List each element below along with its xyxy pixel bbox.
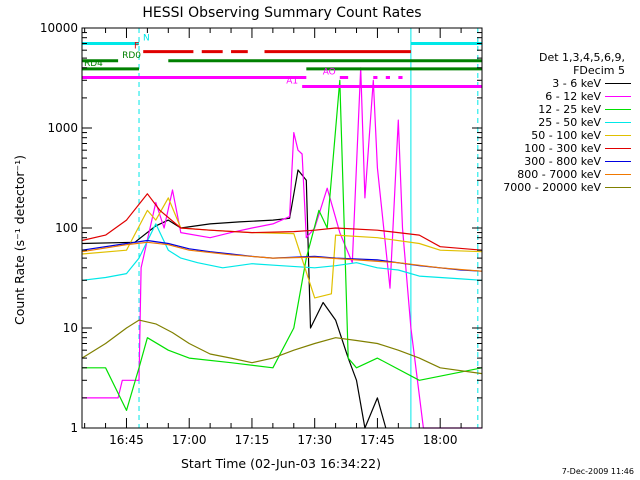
series-line-4 xyxy=(81,197,483,299)
flag-label-5: A1 xyxy=(286,77,298,87)
legend-entry-8: 7000 - 20000 keV xyxy=(497,181,637,194)
x-tick-label-5: 18:00 xyxy=(423,433,458,447)
legend-swatch xyxy=(605,187,631,188)
legend-entry-label: 6 - 12 keV xyxy=(545,90,601,103)
legend-entry-label: 25 - 50 keV xyxy=(538,116,601,129)
legend-swatch xyxy=(605,122,631,123)
legend-entry-label: 12 - 25 keV xyxy=(538,103,601,116)
series-line-7 xyxy=(81,241,483,272)
legend-title-line-1: Det 1,3,4,5,6,9, xyxy=(538,51,625,64)
flag-label-1: F xyxy=(134,42,139,52)
series-line-0 xyxy=(81,169,387,429)
flag-label-2: RD0 xyxy=(122,51,141,61)
series-line-3 xyxy=(81,223,483,281)
series-line-1 xyxy=(82,67,482,429)
legend-entry-6: 300 - 800 keV xyxy=(497,155,637,168)
x-tick-label-3: 17:30 xyxy=(297,433,332,447)
series-line-5 xyxy=(81,193,483,251)
series-layer xyxy=(81,67,483,429)
y-tick-label-4: 10000 xyxy=(40,21,78,35)
legend-swatch xyxy=(605,161,631,162)
legend-swatch xyxy=(605,109,631,110)
y-tick-label-0: 1 xyxy=(70,421,78,435)
x-tick-label-0: 16:45 xyxy=(109,433,144,447)
x-tick-label-4: 17:45 xyxy=(360,433,395,447)
legend-entry-7: 800 - 7000 keV xyxy=(497,168,637,181)
x-tick-label-2: 17:15 xyxy=(235,433,270,447)
legend-entry-label: 7000 - 20000 keV xyxy=(503,181,601,194)
series-line-6 xyxy=(81,239,483,272)
chart-title: HESSI Observing Summary Count Rates xyxy=(142,5,421,21)
legend-swatch xyxy=(605,148,631,149)
legend-entry-1: 6 - 12 keV xyxy=(497,90,637,103)
legend-swatch xyxy=(605,135,631,136)
legend-entry-2: 12 - 25 keV xyxy=(497,103,637,116)
y-tick-label-3: 1000 xyxy=(47,121,78,135)
y-axis-label: Count Rate (s⁻¹ detector⁻¹) xyxy=(12,155,27,325)
axes-layer: 1 10 100 1000 10000 16:45 17:00 17:15 17:30 17:45… xyxy=(40,21,483,447)
y-tick-label-2: 100 xyxy=(55,221,78,235)
flag-label-0: N xyxy=(143,33,150,43)
legend: Det 1,3,4,5,6,9, FDecim 5 3 - 6 keV 6 - 1… xyxy=(497,51,637,194)
flag-label-4: AO xyxy=(323,67,336,77)
flag-label-3: RD4 xyxy=(84,59,103,69)
x-tick-label-1: 17:00 xyxy=(172,433,207,447)
legend-entry-label: 300 - 800 keV xyxy=(524,155,601,168)
legend-entry-label: 50 - 100 keV xyxy=(531,129,601,142)
x-axis-label: Start Time (02-Jun-03 16:34:22) xyxy=(181,456,381,471)
series-line-8 xyxy=(81,319,483,375)
timestamp: 7-Dec-2009 11:46 xyxy=(561,467,634,476)
legend-entry-4: 50 - 100 keV xyxy=(497,129,637,142)
legend-entry-label: 100 - 300 keV xyxy=(524,142,601,155)
legend-swatch xyxy=(605,83,631,84)
legend-entry-3: 25 - 50 keV xyxy=(497,116,637,129)
series-line-2 xyxy=(82,79,483,411)
legend-entry-5: 100 - 300 keV xyxy=(497,142,637,155)
legend-entry-label: 800 - 7000 keV xyxy=(517,168,601,181)
legend-swatch xyxy=(605,174,631,175)
y-tick-label-1: 10 xyxy=(63,321,78,335)
legend-title-line-2: FDecim 5 xyxy=(573,64,625,77)
legend-entry-0: 3 - 6 keV xyxy=(497,77,637,90)
legend-entry-label: 3 - 6 keV xyxy=(552,77,601,90)
legend-swatch xyxy=(605,96,631,97)
